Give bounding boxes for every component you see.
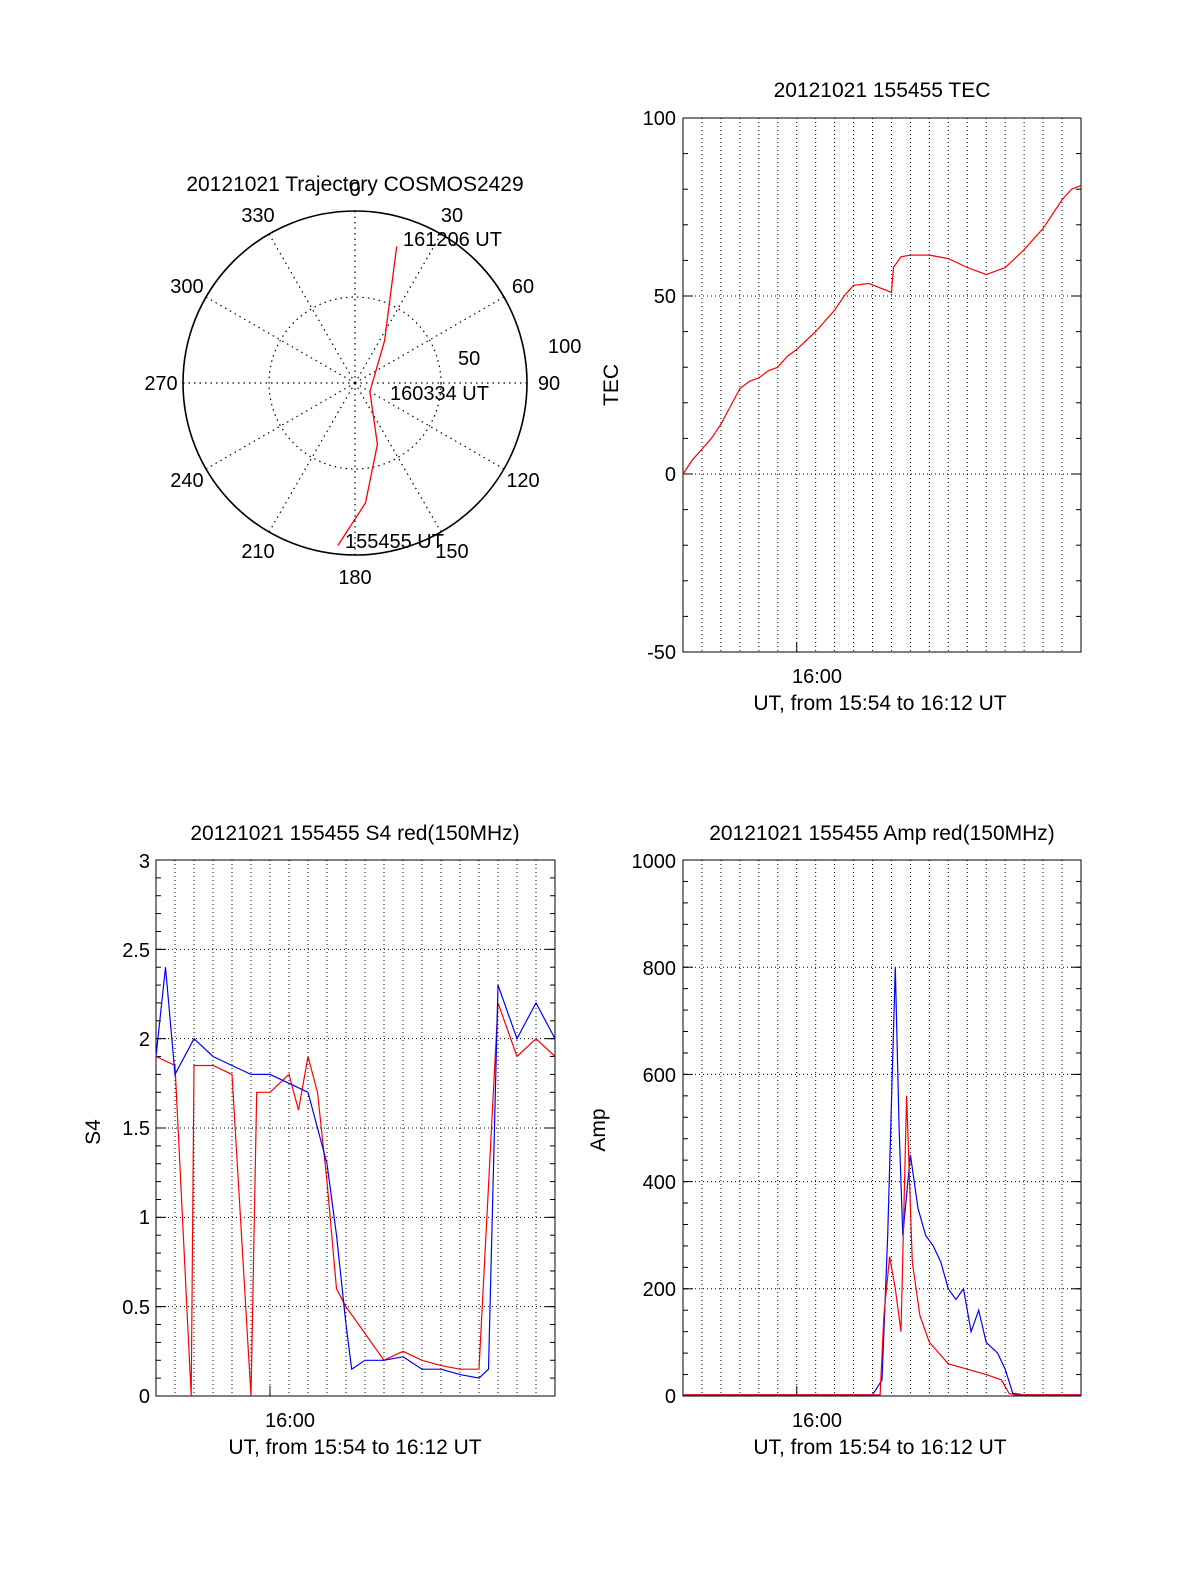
amp-xlabel: UT, from 15:54 to 16:12 UT	[753, 1436, 1006, 1459]
amp-ticks	[683, 859, 1081, 1397]
polar-azimuth-label-90: 90	[538, 373, 560, 395]
polar-azimuth-label-330: 330	[241, 205, 274, 227]
polar-spoke-30	[354, 233, 442, 384]
amp-red-series-line	[683, 1095, 1081, 1396]
amp-blue-series-line	[683, 967, 1081, 1396]
amp-plot-frame	[682, 859, 1082, 1397]
polar-title: 20121021 Trajectory COSMOS2429	[186, 173, 523, 196]
s4-panel: 20121021 155455 S4 red(150MHz) 16:00 UT,…	[82, 822, 556, 1459]
polar-spoke-120	[354, 382, 505, 470]
amp-y-tick-0: 0	[665, 1386, 676, 1408]
polar-azimuth-label-150: 150	[435, 541, 468, 563]
trajectory-mid-label: 160334 UT	[390, 383, 489, 405]
s4-y-tick-0-5: 0.5	[122, 1297, 150, 1319]
s4-plot-frame	[155, 859, 556, 1397]
polar-spoke-150	[354, 382, 442, 533]
tec-series-line	[682, 185, 1082, 475]
polar-azimuth-label-300: 300	[170, 276, 203, 298]
s4-y-tick-1: 1	[139, 1207, 150, 1229]
amp-y-tick-200: 200	[643, 1279, 676, 1301]
tec-plot-frame	[682, 117, 1082, 653]
polar-azimuth-label-180: 180	[338, 567, 371, 589]
polar-spoke-330	[268, 233, 356, 384]
polar-azimuth-labels: 0 30 60 90 120 150 180 210 240 270 300 330	[144, 179, 560, 589]
polar-azimuth-label-30: 30	[441, 205, 463, 227]
trajectory-end-label: 161206 UT	[403, 229, 502, 251]
polar-radial-label-100: 100	[548, 336, 581, 358]
s4-blue-series-line	[155, 967, 556, 1379]
tec-title: 20121021 155455 TEC	[774, 79, 991, 102]
amp-ylabel: Amp	[587, 1108, 610, 1151]
polar-azimuth-label-0: 0	[349, 179, 360, 201]
s4-y-tick-1-5: 1.5	[122, 1118, 150, 1140]
s4-ticks	[156, 859, 555, 1397]
tec-y-tick-50: 50	[654, 286, 676, 308]
amp-grid	[683, 860, 1081, 1396]
polar-grid	[182, 210, 528, 556]
tec-ticks	[683, 117, 1081, 653]
polar-azimuth-label-120: 120	[506, 470, 539, 492]
tec-xlabel: UT, from 15:54 to 16:12 UT	[753, 692, 1006, 715]
tec-y-tick-neg50: -50	[647, 642, 676, 664]
amp-y-tick-1000: 1000	[632, 851, 677, 873]
s4-red-series-line	[155, 1002, 556, 1397]
s4-title: 20121021 155455 S4 red(150MHz)	[190, 822, 519, 845]
s4-grid	[156, 860, 555, 1396]
amp-title: 20121021 155455 Amp red(150MHz)	[709, 822, 1055, 845]
s4-y-tick-3: 3	[139, 851, 150, 873]
polar-spoke-60	[354, 296, 505, 384]
tec-y-tick-100: 100	[643, 108, 676, 130]
polar-trajectory-panel: 20121021 Trajectory COSMOS2429 0 30 60 90 12…	[144, 173, 581, 589]
amp-y-tick-400: 400	[643, 1172, 676, 1194]
s4-xlabel: UT, from 15:54 to 16:12 UT	[228, 1436, 481, 1459]
polar-azimuth-label-60: 60	[512, 276, 534, 298]
polar-spoke-210	[268, 382, 356, 533]
amp-panel: 20121021 155455 Amp red(150MHz) 16:00 UT…	[587, 822, 1082, 1459]
polar-azimuth-label-240: 240	[170, 470, 203, 492]
s4-ylabel: S4	[82, 1119, 105, 1145]
amp-x-tick-1600: 16:00	[792, 1410, 842, 1432]
tec-x-tick-1600: 16:00	[792, 666, 842, 688]
tec-y-tick-0: 0	[665, 464, 676, 486]
s4-y-tick-2: 2	[139, 1029, 150, 1051]
tec-panel: 20121021 155455 TEC 16:00 UT, from 15:54…	[600, 79, 1082, 715]
polar-circle-50	[268, 296, 442, 470]
tec-ylabel: TEC	[600, 364, 623, 406]
s4-y-tick-2-5: 2.5	[122, 940, 150, 962]
trajectory-start-label: 155455 UT	[345, 531, 444, 553]
amp-y-tick-600: 600	[643, 1065, 676, 1087]
polar-radial-label-50: 50	[458, 348, 480, 370]
polar-spoke-300	[205, 296, 356, 384]
polar-spoke-240	[205, 382, 356, 470]
s4-y-tick-0: 0	[139, 1386, 150, 1408]
tec-grid	[683, 118, 1081, 652]
polar-trajectory-line	[337, 246, 398, 546]
amp-y-tick-800: 800	[643, 958, 676, 980]
polar-azimuth-label-210: 210	[241, 541, 274, 563]
polar-azimuth-label-270: 270	[144, 373, 177, 395]
s4-x-tick-1600: 16:00	[265, 1410, 315, 1432]
